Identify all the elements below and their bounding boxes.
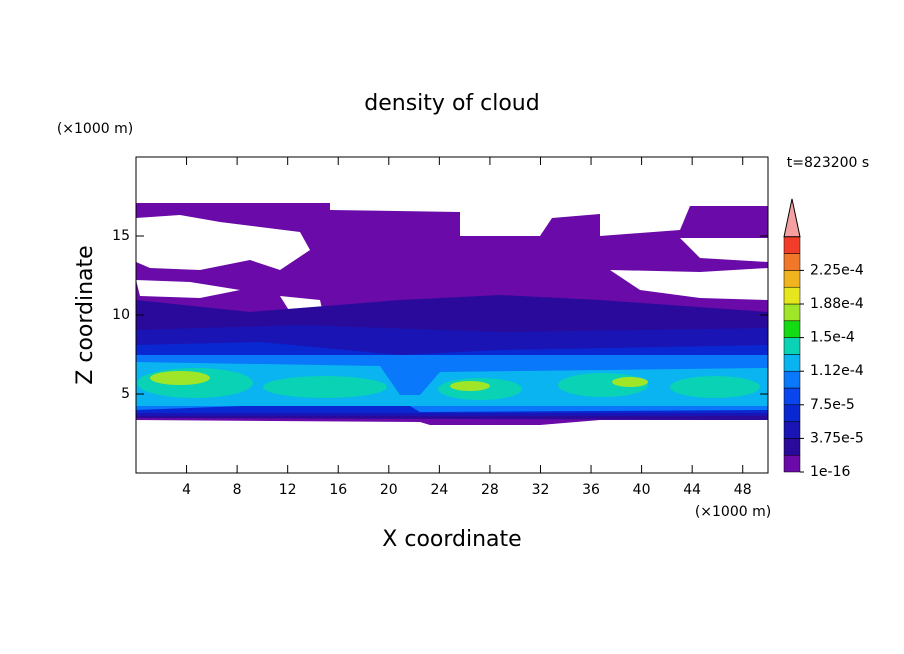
colorbar-band bbox=[783, 438, 801, 456]
colorbar-band bbox=[783, 404, 801, 422]
colorbar-band bbox=[783, 370, 801, 389]
x-tick-label: 12 bbox=[279, 482, 297, 498]
colorbar-tick-label: 7.5e-5 bbox=[810, 397, 855, 413]
x-tick-label: 20 bbox=[380, 482, 398, 498]
colorbar-tick-label: 1.5e-4 bbox=[810, 330, 855, 346]
y-tick-label: 15 bbox=[112, 228, 130, 244]
x-unit: (×1000 m) bbox=[695, 504, 771, 520]
x-tick-label: 40 bbox=[633, 482, 651, 498]
contour-region bbox=[450, 381, 490, 391]
x-tick-label: 44 bbox=[683, 482, 701, 498]
contour-region bbox=[612, 377, 648, 387]
colorbar-tick-label: 1.12e-4 bbox=[810, 363, 864, 379]
colorbar-band bbox=[783, 454, 801, 473]
y-axis-label: Z coordinate bbox=[73, 245, 98, 384]
colorbar-band bbox=[783, 387, 801, 406]
x-axis-label: X coordinate bbox=[382, 527, 521, 552]
colorbar-band bbox=[783, 270, 801, 288]
contour-field bbox=[136, 203, 768, 425]
x-tick-label: 32 bbox=[532, 482, 550, 498]
colorbar-band bbox=[783, 253, 801, 271]
x-tick-label: 24 bbox=[430, 482, 448, 498]
colorbar-tick-label: 3.75e-5 bbox=[810, 430, 864, 446]
x-tick-label: 8 bbox=[233, 482, 242, 498]
x-tick-label: 28 bbox=[481, 482, 499, 498]
y-unit: (×1000 m) bbox=[57, 121, 133, 137]
colorbar-band bbox=[783, 354, 801, 372]
time-label: t=823200 s bbox=[787, 155, 869, 171]
colorbar-tick-label: 1e-16 bbox=[810, 464, 850, 480]
contour-region bbox=[150, 371, 210, 385]
contour-region bbox=[263, 376, 387, 398]
contour-region bbox=[670, 376, 760, 398]
colorbar-band bbox=[783, 421, 801, 439]
x-tick-label: 16 bbox=[329, 482, 347, 498]
colorbar-band bbox=[783, 320, 801, 338]
colorbar-band bbox=[783, 303, 801, 322]
colorbar-tick-label: 1.88e-4 bbox=[810, 296, 864, 312]
colorbar-band bbox=[783, 286, 801, 305]
colorbar-tick-label: 2.25e-4 bbox=[810, 262, 864, 278]
x-tick-label: 36 bbox=[582, 482, 600, 498]
x-tick-label: 4 bbox=[182, 482, 191, 498]
x-tick-label: 48 bbox=[734, 482, 752, 498]
colorbar-band bbox=[783, 337, 801, 355]
colorbar-extension bbox=[783, 198, 801, 238]
y-tick-label: 10 bbox=[112, 307, 130, 323]
y-tick-label: 5 bbox=[121, 386, 130, 402]
colorbar-band bbox=[783, 236, 801, 254]
chart-title: density of cloud bbox=[364, 91, 539, 116]
